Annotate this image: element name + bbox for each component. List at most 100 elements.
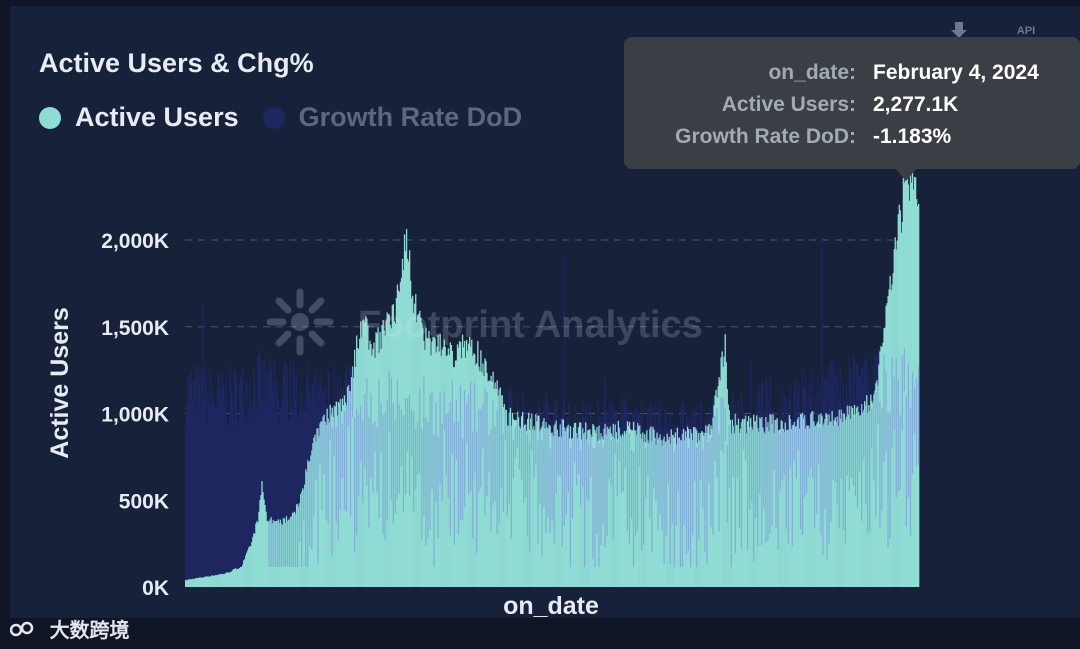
growth-rate-overlay-bar [887,412,889,548]
active-users-bar [315,441,317,587]
growth-rate-bar [249,382,251,587]
active-users-bar [500,396,502,587]
growth-rate-overlay-bar [710,437,712,528]
growth-rate-overlay-bar [439,392,441,486]
active-users-bar [763,431,765,587]
active-users-bar [680,440,683,587]
growth-rate-overlay-bar [392,403,394,525]
active-users-bar [485,360,487,587]
growth-rate-overlay-bar [516,411,519,448]
active-users-bar [444,346,446,587]
active-users-bar [714,395,716,587]
growth-rate-overlay-bar [529,441,531,552]
growth-rate-overlay-bar [270,517,272,567]
growth-rate-overlay-bar [742,419,745,450]
active-users-bar [475,364,477,587]
active-users-bar [595,433,597,587]
active-users-bar [414,303,416,587]
active-users-bar [705,425,707,587]
active-users-bar [244,559,246,587]
active-users-bar [298,506,300,587]
active-users-bar [320,421,322,587]
growth-rate-overlay-bar [268,521,270,567]
growth-rate-bar [257,355,259,587]
active-users-bar [639,425,641,587]
active-users-bar [648,442,650,587]
active-users-bar [636,434,638,587]
growth-rate-overlay-bar [557,436,559,476]
growth-rate-overlay-bar [494,426,496,501]
active-users-bar [516,411,519,587]
active-users-bar [573,423,576,587]
growth-rate-bar [253,370,255,587]
active-users-bar [528,412,530,587]
growth-rate-overlay-bar [518,426,521,470]
active-users-bar [874,390,876,587]
growth-rate-bar [210,405,212,587]
active-users-bar [872,403,874,587]
growth-rate-overlay-bar [706,432,708,565]
growth-rate-bar [282,373,285,587]
active-users-bar [854,414,857,587]
growth-rate-bar [271,381,273,587]
active-users-bar [520,416,523,587]
active-users-bar [416,322,418,587]
active-users-bar [277,519,279,587]
growth-rate-overlay-bar [622,436,624,492]
active-users-bar [211,575,213,587]
growth-rate-overlay-bar [545,422,547,534]
growth-rate-overlay-bar [445,413,447,476]
growth-rate-overlay-bar [482,403,484,449]
download-icon[interactable] [948,20,970,42]
active-users-bar [575,433,578,587]
active-users-bar [482,363,484,587]
growth-rate-overlay-bar [561,419,563,547]
growth-rate-overlay-bar [789,419,791,468]
active-users-bar [615,432,617,587]
active-users-bar [794,426,797,587]
active-users-bar [567,424,570,587]
active-users-bar [686,426,689,587]
active-users-bar [369,340,371,587]
growth-rate-overlay-bar [683,440,686,525]
legend-item-growth-rate[interactable]: Growth Rate DoD [262,102,522,133]
growth-rate-overlay-bar [386,399,388,521]
active-users-bar [916,206,919,587]
growth-rate-overlay-bar [288,519,291,567]
active-users-bar [471,339,473,587]
active-users-bar [518,426,521,587]
api-icon[interactable]: API [1016,25,1036,37]
active-users-bar [618,427,621,587]
active-users-bar [862,412,864,587]
growth-rate-overlay-bar [425,417,427,547]
growth-rate-overlay-bar [808,425,810,476]
growth-rate-bar [191,371,193,587]
active-users-bar [526,430,528,587]
active-users-bar [670,429,672,587]
active-users-bar [532,429,534,587]
active-users-bar [191,579,193,587]
active-users-bar [430,355,432,587]
active-users-bar [230,571,233,587]
active-users-bar [412,295,414,587]
growth-rate-overlay-bar [584,432,586,567]
active-users-bar [621,433,624,587]
active-users-bar [558,436,560,587]
growth-rate-overlay-bar [520,429,523,481]
active-users-bar [772,414,774,587]
active-users-bar [640,434,642,587]
growth-rate-overlay-bar [390,377,392,501]
growth-rate-overlay-bar [913,387,916,434]
active-users-bar [556,429,558,587]
growth-rate-bar [212,396,214,587]
active-users-bar [271,523,273,587]
legend-item-active-users[interactable]: Active Users [39,102,239,133]
tooltip-value-users: 2,277.1K [873,93,959,116]
active-users-bar [703,435,705,587]
growth-rate-overlay-bar [728,424,730,489]
active-users-bar [538,415,540,587]
active-users-bar [654,438,656,587]
active-users-bar [825,413,827,587]
growth-rate-overlay-bar [761,417,763,545]
